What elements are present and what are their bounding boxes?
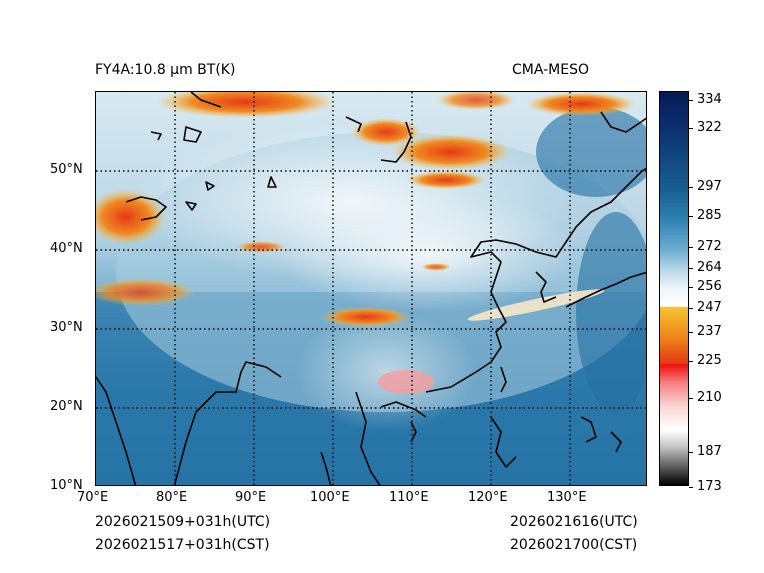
colorbar-tick-mark [689, 268, 693, 269]
lat-label-30n: 30°N [50, 320, 83, 335]
colorbar-tick-label: 297 [697, 179, 722, 194]
colorbar-tick-label: 210 [697, 390, 722, 405]
lat-label-20n: 20°N [50, 399, 83, 414]
colorbar-tick-mark [689, 287, 693, 288]
colorbar-tick-mark [689, 128, 693, 129]
colorbar-tick-mark [689, 308, 693, 309]
valid-time-utc: 2026021616(UTC) [510, 514, 638, 530]
colorbar-tick-label: 285 [697, 208, 722, 223]
map-image [96, 92, 646, 485]
colorbar-tick-mark [689, 216, 693, 217]
colorbar-tick-label: 225 [697, 353, 722, 368]
product-title: FY4A:10.8 µm BT(K) [95, 62, 236, 78]
colorbar-tick-mark [689, 452, 693, 453]
valid-time-cst: 2026021700(CST) [510, 537, 638, 553]
colorbar-tick-mark [689, 487, 693, 488]
lon-label-120e: 120°E [468, 490, 508, 505]
lon-label-130e: 130°E [547, 490, 587, 505]
colorbar-gradient [660, 92, 688, 485]
colorbar-tick-label: 322 [697, 120, 722, 135]
init-time-cst: 2026021517+031h(CST) [95, 537, 270, 553]
lon-label-80e: 80°E [156, 490, 188, 505]
colorbar-tick-label: 247 [697, 300, 722, 315]
lon-label-100e: 100°E [310, 490, 350, 505]
colorbar-tick-mark [689, 100, 693, 101]
colorbar-tick-mark [689, 361, 693, 362]
colorbar-tick-label: 256 [697, 279, 722, 294]
colorbar-tick-label: 173 [697, 479, 722, 494]
colorbar-tick-mark [689, 187, 693, 188]
lon-label-110e: 110°E [389, 490, 429, 505]
colorbar-tick-label: 264 [697, 260, 722, 275]
lon-label-90e: 90°E [235, 490, 267, 505]
colorbar-tick-label: 334 [697, 92, 722, 107]
colorbar [659, 91, 689, 486]
colorbar-tick-label: 187 [697, 444, 722, 459]
lon-label-70e: 70°E [77, 490, 109, 505]
colorbar-tick-mark [689, 398, 693, 399]
colorbar-tick-label: 237 [697, 324, 722, 339]
model-name: CMA-MESO [512, 62, 590, 78]
init-time-utc: 2026021509+031h(UTC) [95, 514, 271, 530]
colorbar-tick-label: 272 [697, 239, 722, 254]
satellite-map [95, 91, 647, 486]
lat-label-10n: 10°N [50, 478, 83, 493]
lat-label-50n: 50°N [50, 162, 83, 177]
colorbar-tick-mark [689, 332, 693, 333]
colorbar-tick-mark [689, 247, 693, 248]
lat-label-40n: 40°N [50, 241, 83, 256]
